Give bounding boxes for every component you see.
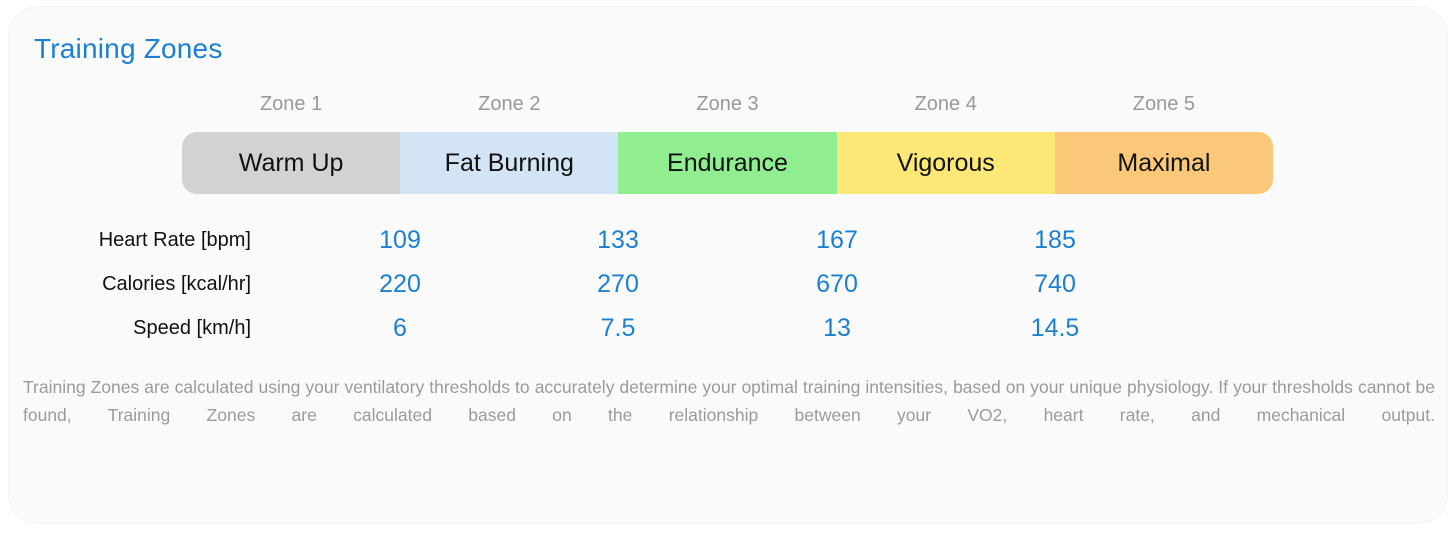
zone-2-label: Zone 2	[478, 93, 541, 115]
table-row-speed: Speed [km/h] 6 7.5 13 14.5	[9, 306, 1449, 350]
page-title: Training Zones	[34, 33, 223, 64]
speed-threshold-2: 7.5	[600, 314, 636, 342]
row-label-heart-rate: Heart Rate [bpm]	[98, 229, 251, 251]
calories-threshold-2: 270	[597, 270, 639, 298]
calories-threshold-3: 670	[816, 270, 858, 298]
zone-4-label: Zone 4	[914, 93, 977, 115]
zone-segment-endurance: Endurance	[618, 132, 837, 194]
zone-5-label: Zone 5	[1132, 93, 1196, 115]
table-row-calories: Calories [kcal/hr] 220 270 670 740	[9, 262, 1449, 306]
heart-rate-threshold-4: 185	[1034, 226, 1076, 254]
heart-rate-threshold-1: 109	[379, 226, 421, 254]
training-zones-card: Training Zones Zone 1 Zone 2 Zone 3 Zone…	[8, 6, 1448, 524]
row-label-calories: Calories [kcal/hr]	[102, 273, 251, 295]
zone-segment-warm-up: Warm Up	[182, 132, 401, 194]
zone-segment-maximal: Maximal	[1054, 132, 1274, 194]
thresholds-table: Heart Rate [bpm] 109 133 167 185 Calorie…	[9, 218, 1449, 350]
zone-bar: Warm Up Fat Burning Endurance Vigorous M…	[182, 132, 1274, 194]
table-row-heart-rate: Heart Rate [bpm] 109 133 167 185	[9, 218, 1449, 262]
heart-rate-threshold-2: 133	[597, 226, 639, 254]
heart-rate-threshold-3: 167	[816, 226, 858, 254]
zone-segment-vigorous: Vigorous	[836, 132, 1055, 194]
zone-1-label: Zone 1	[259, 93, 323, 115]
zone-segment-fat-burning: Fat Burning	[400, 132, 619, 194]
zone-labels-row: Zone 1 Zone 2 Zone 3 Zone 4 Zone 5	[182, 93, 1273, 116]
speed-threshold-1: 6	[393, 314, 407, 342]
description-text: Training Zones are calculated using your…	[23, 377, 1435, 425]
calories-threshold-4: 740	[1034, 270, 1076, 298]
row-label-speed: Speed [km/h]	[133, 317, 251, 339]
speed-threshold-4: 14.5	[1030, 314, 1080, 342]
zone-3-label: Zone 3	[696, 93, 759, 115]
calories-threshold-1: 220	[379, 270, 421, 298]
speed-threshold-3: 13	[823, 314, 851, 342]
